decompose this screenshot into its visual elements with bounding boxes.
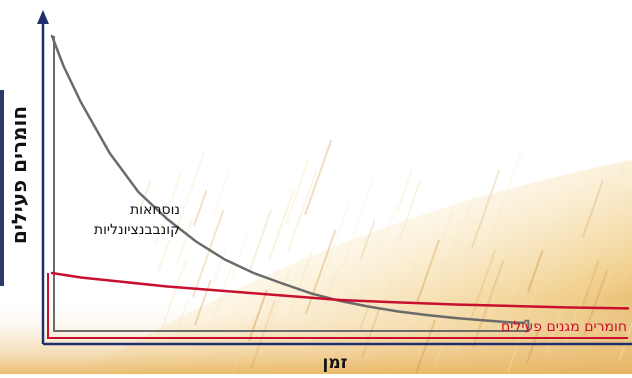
axes xyxy=(37,10,632,346)
series-outline-conventional xyxy=(53,36,530,332)
series-line-conventional xyxy=(50,34,526,325)
series-labels: נוסחאות קונבבנציונליות חומרים מגנים פעיל… xyxy=(94,202,627,335)
side-strip xyxy=(0,90,4,286)
y-axis-arrow xyxy=(37,10,49,24)
series-label-conventional-line1: נוסחאות xyxy=(130,202,180,218)
series-outline-active-protectors xyxy=(47,273,628,339)
series-label-conventional-line2: קונבבנציונליות xyxy=(94,222,180,238)
series-label-active-protectors: חומרים מגנים פעילים xyxy=(501,319,627,335)
x-axis-label: זמן xyxy=(323,353,348,373)
series-layer xyxy=(47,34,630,339)
series-line-active-protectors xyxy=(50,271,630,310)
y-axis-label: חומרים פעילים xyxy=(7,106,31,244)
